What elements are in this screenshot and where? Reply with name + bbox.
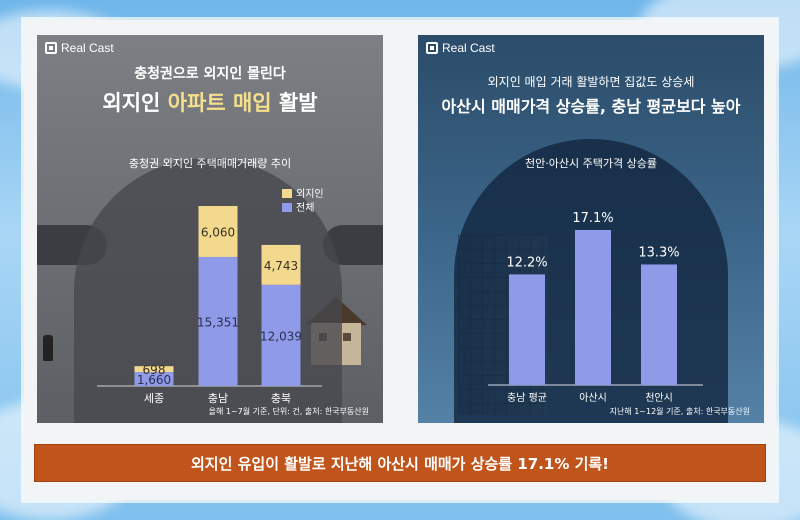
bar-total [198,256,238,386]
data-label: 17.1% [572,211,613,226]
stamp-icon [43,335,53,361]
data-label: 12.2% [506,255,547,270]
data-label-outsider: 698 [143,363,166,377]
bar-growth-rate [509,274,545,385]
brand-name: Real Cast [61,41,114,55]
data-label-total: 12,039 [260,329,302,343]
right-source: 지난해 1~12월 기준, 출처: 한국부동산원 [609,407,750,416]
bar-total [261,284,301,386]
x-tick-label: 세종 [144,392,164,405]
legend-swatch-outsider [282,189,292,198]
data-label-outsider: 6,060 [201,225,235,239]
data-label-total: 15,351 [197,315,239,329]
left-infographic: Real Cast 충청권으로 외지인 몰린다 외지인 아파트 매입 활발 충청… [37,35,383,423]
headline-part: 활발 [271,91,318,115]
brand-logo: Real Cast [45,41,114,55]
bar-outsider [261,244,301,285]
x-tick-label: 충남 평균 [507,392,547,404]
bar-outsider [134,366,174,373]
data-label-total: 1,660 [137,373,171,387]
brand-name: Real Cast [442,41,495,55]
legend-swatch-total [282,203,292,212]
brand-logo: Real Cast [426,41,495,55]
right-subtitle: 외지인 매입 거래 활발하면 집값도 상승세 [487,75,695,89]
headline-highlight: 아파트 매입 [167,91,272,115]
right-infographic: Real Cast 외지인 매입 거래 활발하면 집값도 상승세 아산시 매매가… [418,35,764,423]
left-chart-title: 충청권 외지인 주택매매거래량 추이 [128,157,292,170]
right-headline: 아산시 매매가격 상승률, 충남 평균보다 높아 [441,97,741,116]
logo-mark-icon [426,42,438,54]
x-tick-label: 충북 [271,392,291,405]
right-chart-title: 천안·아산시 주택가격 상승률 [525,157,657,170]
data-label: 13.3% [638,245,679,260]
left-source: 올해 1~7월 기준, 단위: 건, 출처: 한국부동산원 [208,407,369,416]
headline-part: 외지인 [102,91,168,115]
left-headline: 외지인 아파트 매입 활발 [37,87,383,117]
left-subtitle: 충청권으로 외지인 몰린다 [134,66,286,82]
x-tick-label: 천안시 [645,392,673,404]
bar-total [134,372,174,386]
legend-label-total: 전체 [296,202,314,214]
bar-growth-rate [641,264,677,385]
bar-growth-rate [575,230,611,385]
logo-mark-icon [45,42,57,54]
legend-label-outsider: 외지인 [296,188,324,200]
bar-outsider [198,206,238,257]
x-tick-label: 아산시 [579,392,607,404]
right-chart: 12.2% 충남 평균 17.1% 아산시 13.3% 천안시 [488,211,703,404]
data-label-outsider: 4,743 [264,259,298,273]
x-tick-label: 충남 [208,392,228,405]
bottom-banner: 외지인 유입이 활발로 지난해 아산시 매매가 상승률 17.1% 기록! [34,444,766,482]
